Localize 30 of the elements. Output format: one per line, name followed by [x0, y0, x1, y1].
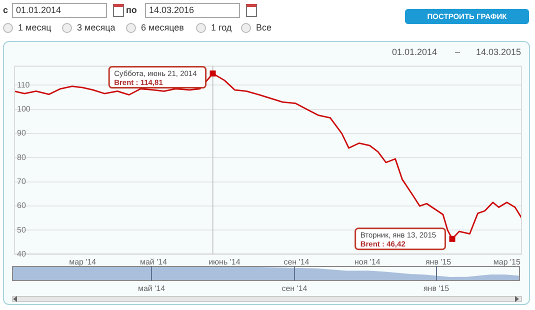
x-tick-label: янв '15	[425, 257, 452, 266]
x-tick-label: янв '15	[423, 284, 450, 294]
text: 14.03.2015	[476, 47, 522, 57]
text: 14.03.2016	[145, 3, 240, 18]
y-tick-label: 110	[17, 80, 30, 90]
text: 01.01.2014	[12, 3, 107, 18]
x-tick-label: ноя '14	[354, 257, 381, 266]
text: 3 месяца	[77, 22, 116, 33]
y-tick-label: 60	[17, 201, 26, 210]
x-tick-label: июнь '14	[208, 257, 241, 266]
x-tick-label: мар '14	[69, 257, 97, 266]
text: Все	[256, 22, 272, 33]
y-tick-label: 100	[17, 104, 31, 114]
text: по	[126, 5, 137, 15]
y-tick-label: 40	[17, 250, 26, 259]
y-tick-label: 90	[17, 128, 26, 138]
x-tick-label: сен '14	[282, 284, 308, 294]
text: 1 год	[211, 22, 232, 33]
y-tick-label: 70	[17, 177, 26, 186]
text: 01.01.2014	[392, 47, 438, 57]
y-tick-label: 80	[17, 152, 26, 162]
text: с	[3, 5, 8, 15]
y-tick-label: 50	[17, 225, 26, 234]
x-tick-label: мар '15	[493, 257, 521, 266]
text: –	[455, 47, 460, 57]
x-tick-label: май '14	[138, 284, 166, 294]
x-tick-label: сен '14	[284, 257, 310, 266]
x-tick-label: май '14	[140, 257, 168, 266]
text: 1 месяц	[18, 22, 52, 33]
text: 6 месяцев	[141, 22, 184, 33]
